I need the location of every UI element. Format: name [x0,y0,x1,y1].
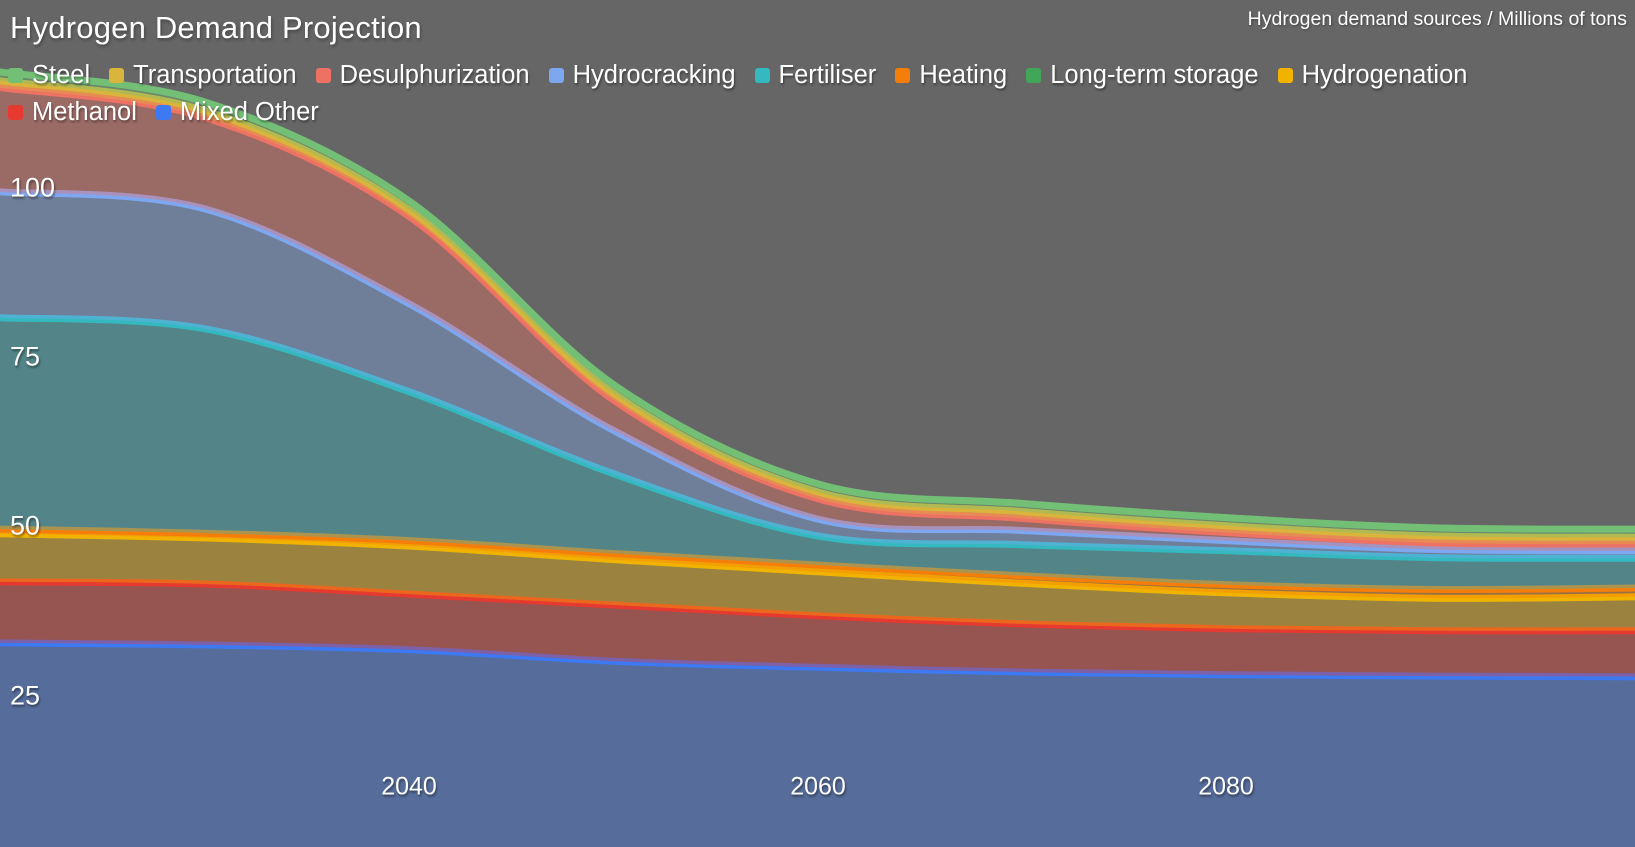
y-axis-tick-label: 50 [10,510,41,541]
x-axis-tick-label: 2080 [1198,772,1254,801]
legend-item-label: Steel [32,61,91,89]
series-line-desulphurization [0,84,1635,548]
axis-units-caption: Hydrogen demand sources / Millions of to… [1247,8,1627,30]
series-area-mixed-other [0,642,1635,847]
legend-item-methanol[interactable]: Methanol [8,97,137,127]
legend-swatch-icon [548,67,564,83]
legend-swatch-icon [1277,67,1293,83]
legend-swatch-icon [315,67,331,83]
legend-item-fertiliser[interactable]: Fertiliser [754,60,877,90]
series-line-transportation [0,77,1635,541]
legend-item-label: Hydrogenation [1301,61,1468,89]
legend-item-mixed-other[interactable]: Mixed Other [155,97,319,127]
legend-item-steel[interactable]: Steel [8,60,90,90]
legend-item-label: Heating [919,61,1008,89]
legend-item-hydrogenation[interactable]: Hydrogenation [1277,60,1468,90]
legend-item-heating[interactable]: Heating [895,60,1007,90]
legend-swatch-icon [8,67,23,83]
legend-swatch-icon [895,67,911,83]
legend-item-hydrocracking[interactable]: Hydrocracking [548,60,736,90]
series-line-methanol [0,578,1635,635]
legend-item-label: Desulphurization [339,61,530,89]
legend-swatch-icon [754,67,770,83]
series-area-desulphurization [0,87,1635,551]
series-area-methanol [0,581,1635,677]
legend-item-label: Transportation [133,61,297,89]
legend-item-desulphurization[interactable]: Desulphurization [315,60,530,90]
legend-item-label: Methanol [32,98,137,126]
legend-swatch-icon [155,104,171,120]
series-line-steel [0,68,1635,533]
legend-item-label: Hydrocracking [572,61,736,89]
legend-item-long-term-storage[interactable]: Long-term storage [1026,60,1259,90]
series-line-mixed-other [0,639,1635,681]
y-axis-tick-label: 75 [10,341,41,372]
series-line-heating [0,525,1635,593]
series-area-hydrogenation [0,533,1635,631]
legend-item-label: Fertiliser [778,61,877,89]
series-line-hydrocracking [0,188,1635,555]
page-title: Hydrogen Demand Projection [10,10,422,45]
y-axis-tick-label: 25 [10,680,41,711]
x-axis-tick-label: 2040 [381,772,437,801]
series-area-fertiliser [0,317,1635,590]
legend-swatch-icon [109,67,125,83]
legend: Steel Transportation Desulphurization Hydro… [8,60,1603,127]
series-area-hydrocracking [0,191,1635,559]
series-line-hydrogenation [0,530,1635,602]
x-axis-tick-label: 2060 [790,772,846,801]
legend-item-label: Mixed Other [179,98,319,126]
legend-swatch-icon [8,104,23,120]
legend-item-transportation[interactable]: Transportation [109,60,297,90]
legend-swatch-icon [1026,67,1042,83]
series-line-fertiliser [0,314,1635,562]
y-axis-tick-label: 100 [10,172,56,203]
legend-item-label: Long-term storage [1050,61,1259,89]
